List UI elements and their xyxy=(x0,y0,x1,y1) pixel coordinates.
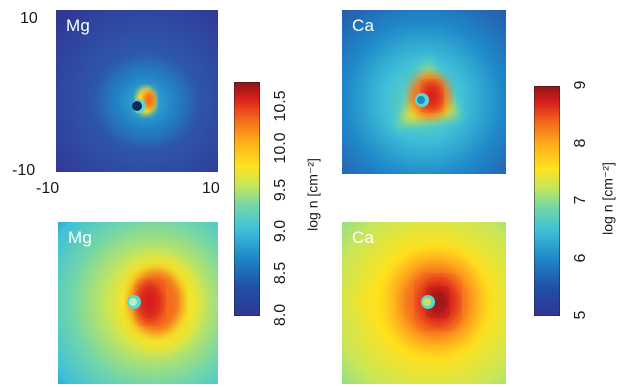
y-tick-bottom: -10 xyxy=(12,162,36,179)
colorbar-mg-label: log n [cm⁻²] xyxy=(304,158,321,231)
x-tick-left: -10 xyxy=(36,180,60,197)
colorbar-ca xyxy=(533,85,561,317)
panel-label-ca-bottom: Ca xyxy=(352,228,375,247)
colorbar-ca-tick: 9 xyxy=(572,80,589,90)
colorbar-ca-tick: 5 xyxy=(572,310,589,320)
colorbar-mg-tick: 8.5 xyxy=(272,262,289,285)
colorbar-mg xyxy=(233,81,261,317)
heatmap-mg-top: Mg xyxy=(56,10,218,172)
colorbar-mg-tick: 10.0 xyxy=(272,132,289,164)
colorbar-ca-tick: 7 xyxy=(572,195,589,205)
colorbar-ca-gradient xyxy=(533,85,561,317)
y-tick-top: 10 xyxy=(20,10,38,27)
heatmap-mg-bottom-image xyxy=(58,222,218,384)
heatmap-ca-bottom-image xyxy=(342,222,506,384)
colorbar-ca-tick: 8 xyxy=(572,138,589,147)
panel-label-mg-bottom: Mg xyxy=(68,228,93,247)
heatmap-mg-top-image xyxy=(56,10,218,172)
heatmap-ca-top-image xyxy=(342,10,506,174)
panel-label-ca-top: Ca xyxy=(352,16,375,35)
colorbar-ca-tick: 6 xyxy=(572,253,589,262)
colorbar-mg-tick: 8.0 xyxy=(272,303,289,327)
panel-label-mg-top: Mg xyxy=(66,16,91,35)
x-tick-right: 10 xyxy=(202,180,220,197)
colorbar-mg-tick: 9.5 xyxy=(272,178,289,201)
colorbar-mg-tick: 9.0 xyxy=(272,220,289,243)
colorbar-mg-tick: 10.5 xyxy=(272,90,289,122)
heatmap-mg-bottom: Mg xyxy=(58,222,218,384)
heatmap-ca-bottom: Ca xyxy=(342,222,506,384)
colorbar-mg-gradient xyxy=(233,81,261,317)
heatmap-ca-top: Ca xyxy=(342,10,506,174)
colorbar-ca-label: log n [cm⁻²] xyxy=(599,162,616,235)
